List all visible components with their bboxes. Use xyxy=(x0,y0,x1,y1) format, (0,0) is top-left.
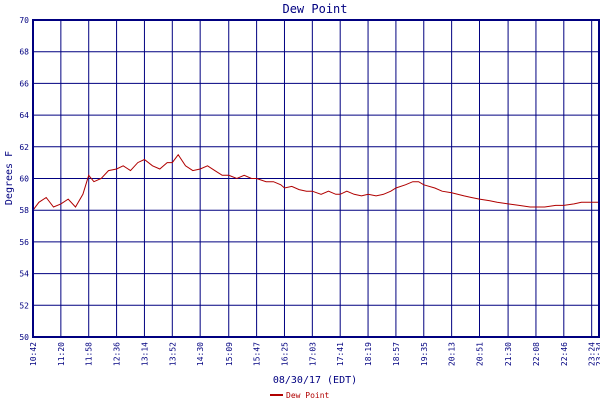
chart-title: Dew Point xyxy=(282,2,347,16)
x-tick-label: 23:34 xyxy=(595,342,600,366)
x-tick-label: 16:25 xyxy=(280,342,289,366)
y-tick-label: 64 xyxy=(19,111,29,120)
x-tick-label: 13:52 xyxy=(168,342,177,366)
plot-frame xyxy=(32,19,600,338)
x-tick-label: 20:51 xyxy=(475,342,484,366)
x-tick-labels: 10:42 11:20 11:58 12:36 13:14 13:52 14:30 15:09… xyxy=(29,342,600,366)
x-tick-label: 13:14 xyxy=(140,342,149,366)
y-tick-label: 50 xyxy=(19,333,29,342)
x-tick-label: 23:24 xyxy=(588,342,597,366)
x-tick-label: 14:30 xyxy=(196,342,205,366)
y-tick-label: 68 xyxy=(19,48,29,57)
legend: Dew Point xyxy=(270,391,330,400)
legend-label: Dew Point xyxy=(286,391,330,400)
x-tick-label: 11:58 xyxy=(85,342,94,366)
x-tick-label: 22:46 xyxy=(560,342,569,366)
y-tick-labels: 50 52 54 56 58 60 62 64 66 68 70 xyxy=(19,16,29,342)
x-tick-label: 12:36 xyxy=(113,342,122,366)
series-line-dew-point xyxy=(32,153,599,211)
y-tick-label: 56 xyxy=(19,238,29,247)
x-tick-label: 18:19 xyxy=(364,342,373,366)
x-tick-label: 17:41 xyxy=(336,342,345,366)
x-tick-label: 15:47 xyxy=(253,342,262,366)
x-tick-label: 20:13 xyxy=(448,342,457,366)
x-tick-label: 17:03 xyxy=(308,342,317,366)
x-tick-label: 19:35 xyxy=(420,342,429,366)
y-axis-label: Degrees F xyxy=(4,151,15,205)
x-tick-label: 15:09 xyxy=(225,342,234,366)
series-lines xyxy=(32,153,599,211)
x-axis-label: 08/30/17 (EDT) xyxy=(273,375,357,386)
y-tick-label: 66 xyxy=(19,79,29,88)
y-tick-label: 54 xyxy=(19,270,29,279)
x-tick-label: 21:30 xyxy=(504,342,513,366)
y-tick-label: 60 xyxy=(19,175,29,184)
x-tick-label: 22:08 xyxy=(532,342,541,366)
y-tick-label: 62 xyxy=(19,143,29,152)
y-tick-label: 70 xyxy=(19,16,29,25)
x-tick-label: 11:20 xyxy=(57,342,66,366)
x-tick-label: 18:57 xyxy=(392,342,401,366)
x-tick-label: 10:42 xyxy=(29,342,38,366)
y-tick-label: 58 xyxy=(19,206,29,215)
y-tick-label: 52 xyxy=(19,301,29,310)
